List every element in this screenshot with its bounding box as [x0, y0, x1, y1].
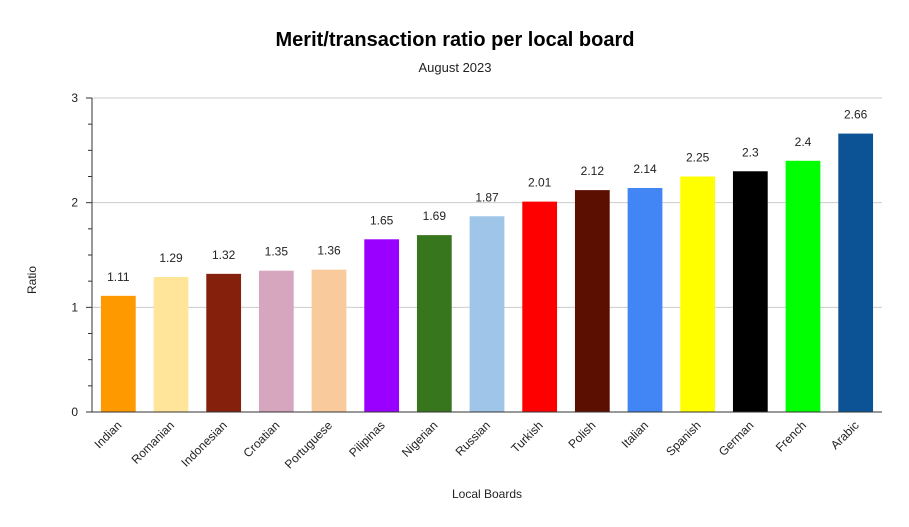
bar-french [785, 160, 821, 412]
bar-russian [469, 216, 505, 412]
data-labels: 1.11 1.29 1.32 1.35 1.36 1.65 1.69 1.87 2.01 2.12… [107, 108, 868, 284]
data-label-german: 2.3 [742, 145, 759, 159]
bar-spanish [680, 176, 716, 412]
bar-nigerian [416, 235, 452, 412]
bar-german [732, 171, 768, 412]
data-label-croatian: 1.35 [265, 245, 289, 259]
data-label-indonesian: 1.32 [212, 248, 236, 262]
bar-polish [574, 190, 610, 412]
data-label-romanian: 1.29 [159, 251, 183, 265]
data-label-russian: 1.87 [475, 190, 499, 204]
chart-title: Merit/transaction ratio per local board [276, 29, 635, 51]
bar-turkish [522, 201, 558, 412]
bar-romanian [153, 276, 189, 412]
bars [100, 133, 874, 412]
data-label-portuguese: 1.36 [317, 244, 341, 258]
bar-portuguese [311, 269, 347, 412]
bar-indonesian [206, 273, 242, 412]
data-label-arabic: 2.66 [844, 108, 868, 122]
y-axis-ticks: 0 1 2 3 [71, 91, 92, 419]
y-tick-label-3: 3 [71, 91, 78, 105]
data-label-nigerian: 1.69 [423, 209, 447, 223]
bar-croatian [258, 270, 294, 412]
bar-pilipinas [364, 239, 400, 412]
data-label-spanish: 2.25 [686, 151, 710, 165]
x-axis-title: Local Boards [452, 487, 522, 501]
data-label-polish: 2.12 [581, 164, 605, 178]
data-label-italian: 2.14 [633, 162, 657, 176]
data-label-french: 2.4 [795, 135, 812, 149]
chart-subtitle: August 2023 [418, 60, 491, 75]
y-axis-title: Ratio [25, 266, 39, 294]
data-label-turkish: 2.01 [528, 176, 552, 190]
y-tick-label-0: 0 [71, 405, 78, 419]
bar-indian [100, 295, 136, 412]
y-tick-label-2: 2 [71, 196, 78, 210]
bar-arabic [838, 133, 874, 412]
bar-italian [627, 188, 663, 412]
y-tick-label-1: 1 [71, 300, 78, 314]
data-label-pilipinas: 1.65 [370, 213, 394, 227]
data-label-indian: 1.11 [107, 270, 130, 284]
